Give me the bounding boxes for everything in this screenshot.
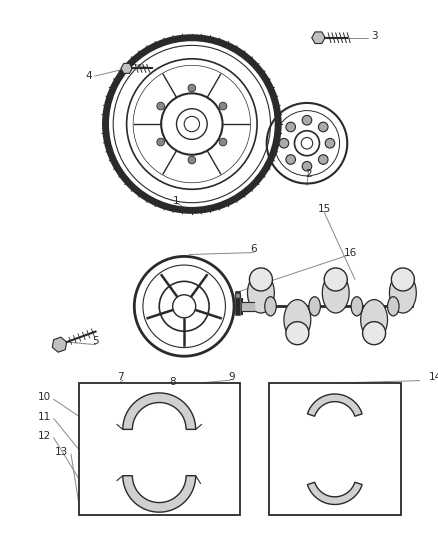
Ellipse shape bbox=[247, 273, 274, 313]
Ellipse shape bbox=[388, 297, 399, 316]
Circle shape bbox=[235, 293, 241, 298]
Bar bbox=[268, 383, 401, 515]
Text: 10: 10 bbox=[38, 392, 51, 402]
Text: 8: 8 bbox=[170, 377, 176, 387]
Text: 6: 6 bbox=[250, 244, 257, 254]
Text: 1: 1 bbox=[173, 196, 180, 206]
Polygon shape bbox=[307, 394, 362, 416]
Circle shape bbox=[157, 102, 165, 110]
Circle shape bbox=[188, 156, 196, 164]
Text: 13: 13 bbox=[55, 447, 68, 457]
Ellipse shape bbox=[265, 297, 276, 316]
Text: 9: 9 bbox=[229, 372, 236, 382]
Text: 7: 7 bbox=[117, 372, 124, 382]
Text: 4: 4 bbox=[85, 71, 92, 81]
Circle shape bbox=[279, 139, 289, 148]
Text: 11: 11 bbox=[38, 411, 51, 422]
Polygon shape bbox=[312, 32, 325, 44]
Circle shape bbox=[302, 116, 312, 125]
Text: 5: 5 bbox=[92, 336, 99, 346]
Ellipse shape bbox=[351, 297, 363, 316]
Circle shape bbox=[219, 138, 227, 146]
Circle shape bbox=[219, 102, 227, 110]
Text: 3: 3 bbox=[371, 31, 378, 41]
Circle shape bbox=[324, 268, 347, 291]
Ellipse shape bbox=[322, 273, 349, 313]
Circle shape bbox=[392, 268, 414, 291]
Ellipse shape bbox=[284, 300, 311, 340]
Circle shape bbox=[363, 321, 385, 345]
Text: 14: 14 bbox=[429, 372, 438, 382]
Circle shape bbox=[286, 122, 296, 132]
Text: 2: 2 bbox=[306, 169, 312, 179]
Text: 16: 16 bbox=[343, 248, 357, 257]
Text: 12: 12 bbox=[38, 431, 51, 441]
Polygon shape bbox=[123, 393, 196, 430]
Circle shape bbox=[286, 321, 309, 345]
Circle shape bbox=[188, 84, 196, 92]
Circle shape bbox=[325, 139, 335, 148]
Circle shape bbox=[318, 155, 328, 164]
Circle shape bbox=[157, 138, 165, 146]
Polygon shape bbox=[307, 482, 362, 504]
Polygon shape bbox=[121, 63, 132, 74]
Ellipse shape bbox=[389, 273, 416, 313]
Polygon shape bbox=[52, 337, 67, 352]
Text: 15: 15 bbox=[318, 205, 331, 214]
Polygon shape bbox=[123, 476, 196, 512]
Ellipse shape bbox=[360, 300, 388, 340]
Ellipse shape bbox=[309, 297, 320, 316]
Bar bbox=[79, 383, 240, 515]
Circle shape bbox=[318, 122, 328, 132]
Circle shape bbox=[286, 155, 296, 164]
Circle shape bbox=[302, 161, 312, 171]
Circle shape bbox=[249, 268, 272, 291]
